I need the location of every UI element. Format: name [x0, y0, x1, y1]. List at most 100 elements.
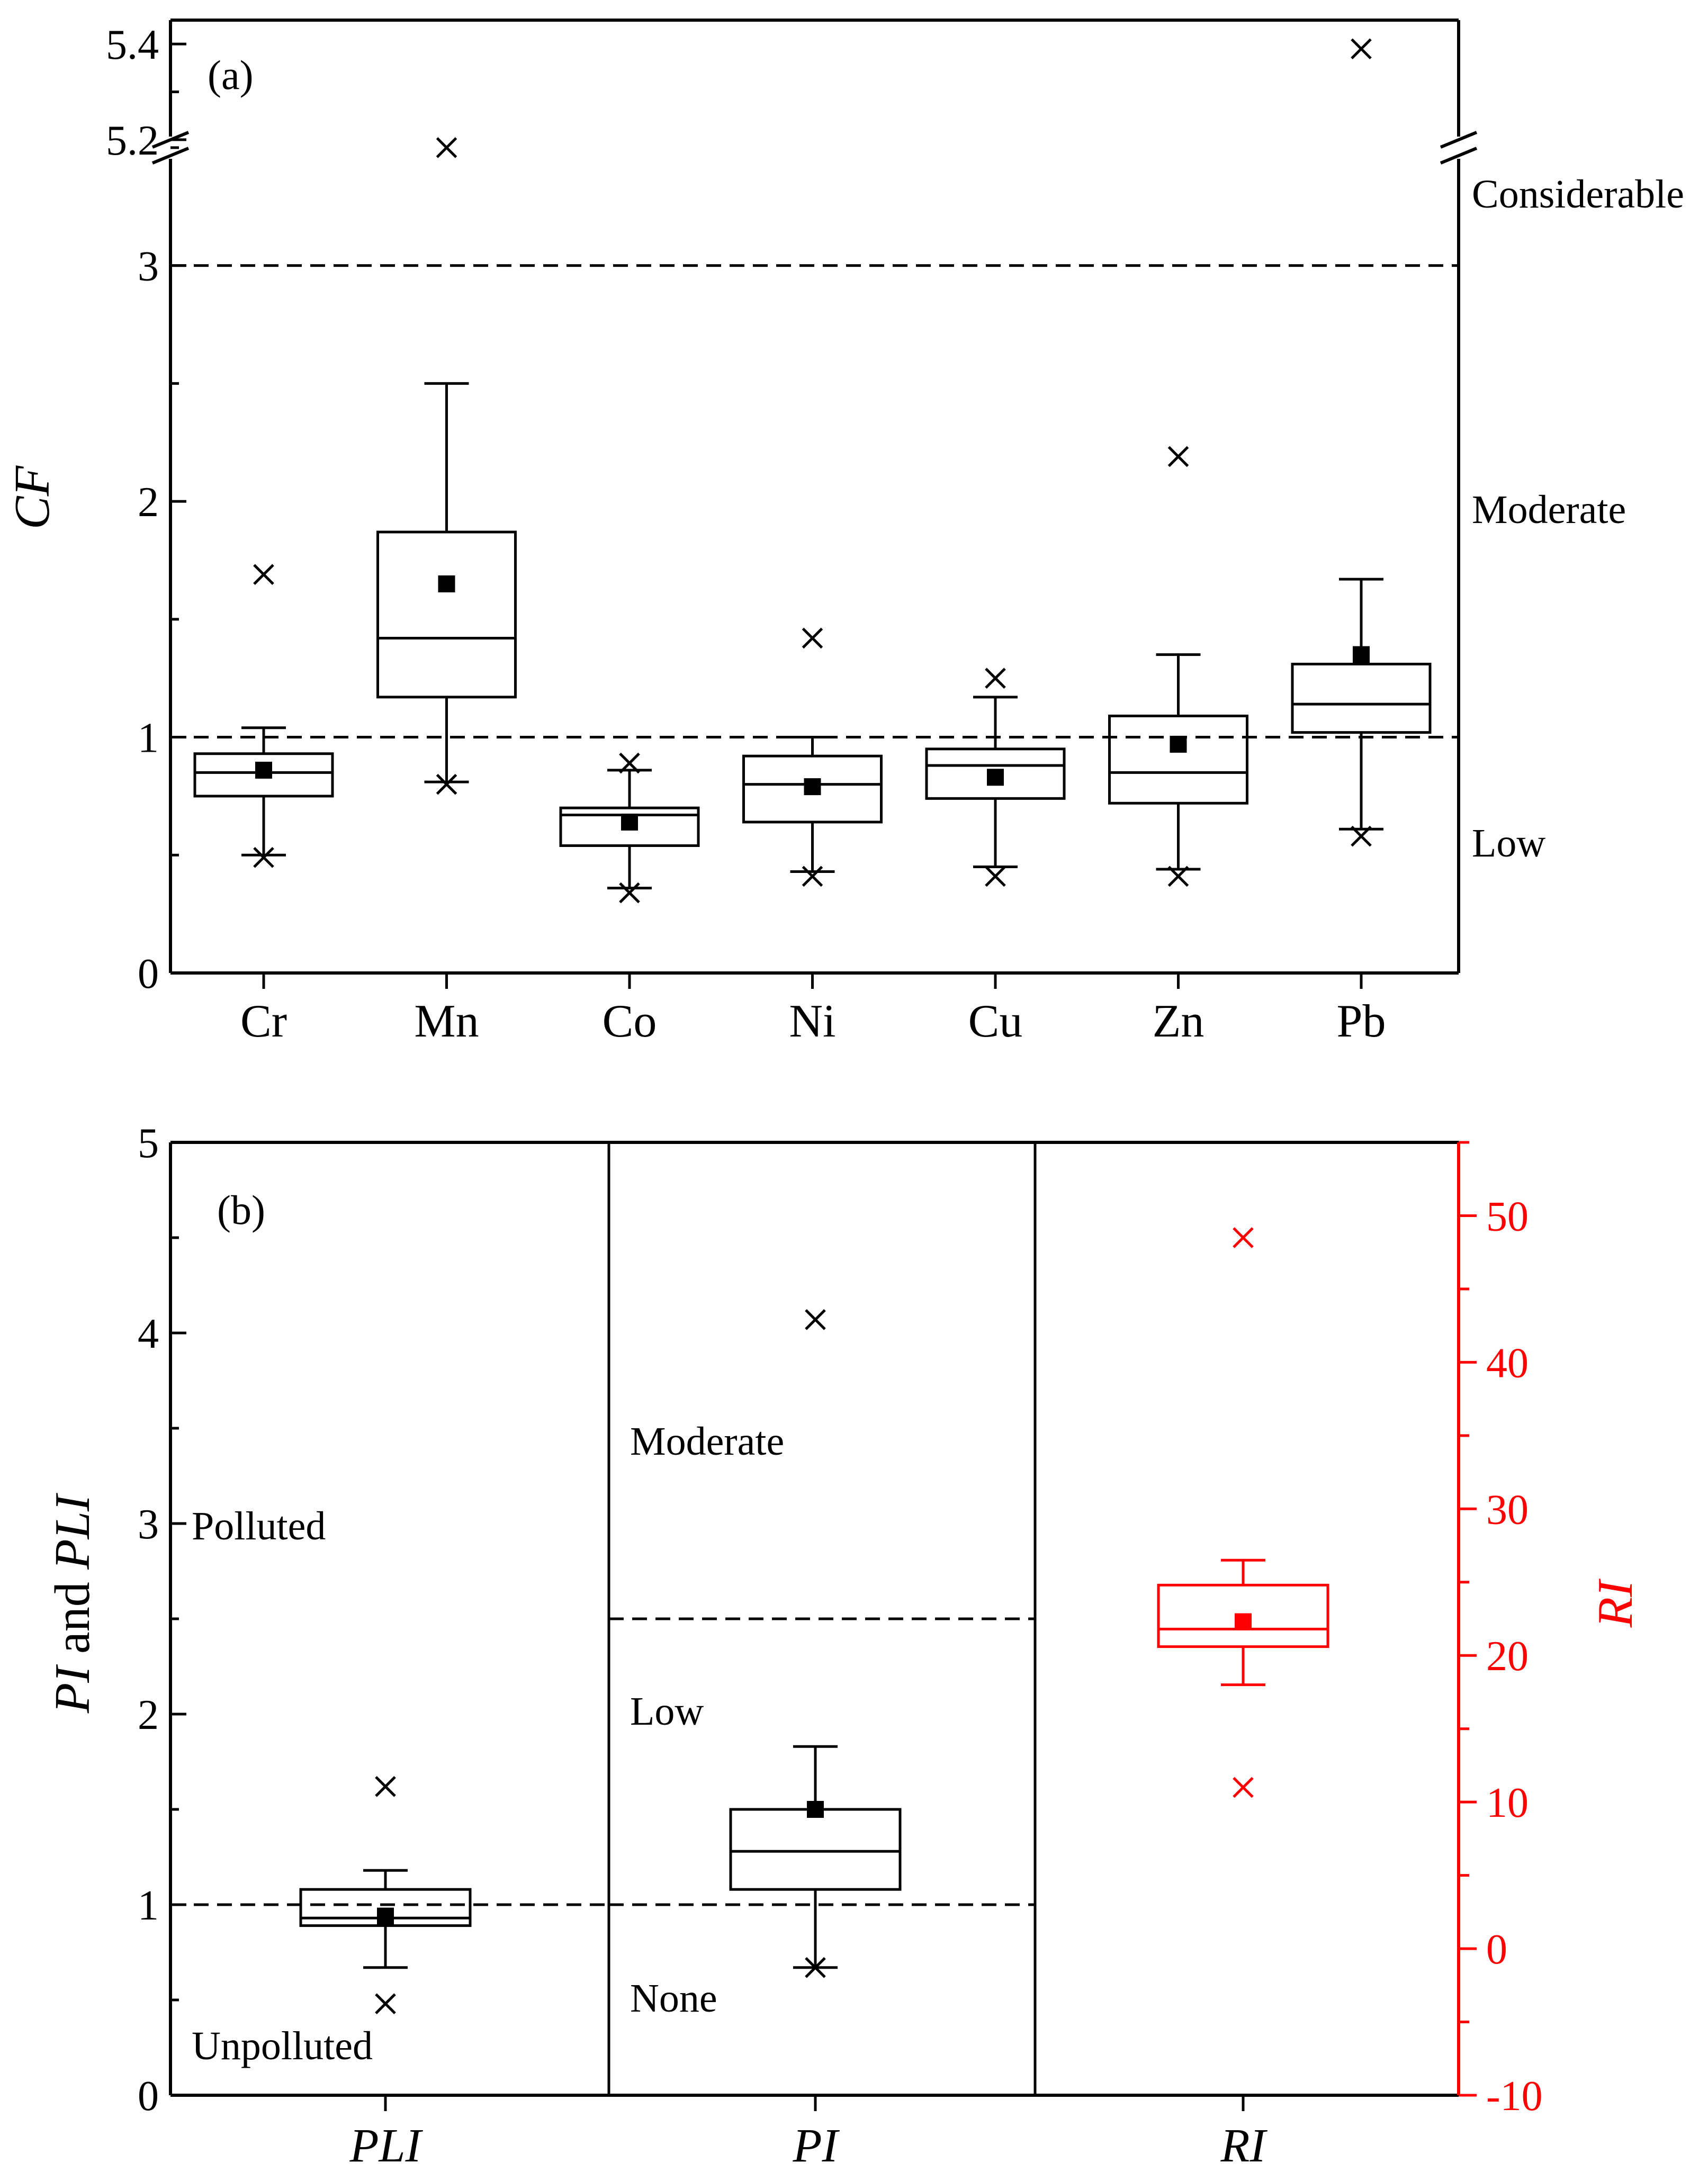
zone-label-low: Low: [1472, 821, 1545, 866]
axis-break-right: [1440, 131, 1478, 165]
mean-marker: [987, 769, 1004, 786]
min-marker: [436, 773, 457, 795]
iqr-box: [299, 1888, 472, 1927]
box-ni: [742, 627, 883, 887]
min-marker: [1233, 1777, 1254, 1798]
box-series: [193, 38, 1432, 904]
max-marker-stroke-b: [1351, 38, 1372, 59]
y-tick-label: 5: [138, 1120, 159, 1167]
y-tick-label: 5.4: [106, 22, 159, 68]
max-marker: [375, 1776, 396, 1797]
y-tick-label: 2: [138, 479, 159, 526]
min-marker-stroke-b: [375, 1993, 396, 2014]
box-co: [559, 752, 700, 904]
min-marker-stroke-b: [1233, 1777, 1254, 1798]
min-marker: [619, 882, 640, 904]
box-pb: [1291, 38, 1432, 847]
max-marker: [436, 137, 457, 158]
max-marker-stroke-b: [1233, 1227, 1254, 1248]
iqr-box: [1108, 714, 1248, 805]
max-marker: [805, 1309, 826, 1330]
mean-marker: [621, 813, 638, 831]
box-pi: [729, 1309, 902, 1978]
min-marker: [1167, 866, 1189, 887]
min-marker: [253, 846, 274, 868]
min-marker-stroke-b: [805, 1957, 826, 1978]
right-y-tick-label: 0: [1486, 1926, 1507, 1973]
max-marker: [1351, 38, 1372, 59]
box-cr: [193, 564, 334, 868]
y-tick-label: 0: [138, 951, 159, 997]
y-tick-label: 0: [138, 2073, 159, 2120]
box-series: [299, 1227, 1329, 2014]
min-marker: [802, 866, 823, 887]
min-marker-stroke-b: [436, 773, 457, 795]
min-marker: [375, 1993, 396, 2014]
max-marker-stroke-b: [1167, 446, 1189, 467]
right-y-axis-ticks: -10 0 10 20 30 40 50: [1459, 1141, 1543, 2120]
x-tick-label: Mn: [414, 996, 479, 1047]
left-y-axis-ticks: 0 1 2 3 4 5: [138, 1120, 186, 2120]
box-cu: [925, 668, 1066, 887]
max-marker-stroke-b: [253, 564, 274, 585]
zone-label-considerable: Considerable: [1472, 172, 1684, 217]
mean-marker: [1235, 1613, 1252, 1630]
mean-marker: [377, 1907, 394, 1925]
axis-break-stroke-b: [151, 147, 190, 165]
x-tick-label: PI: [793, 2120, 840, 2172]
mean-marker: [438, 575, 455, 592]
y-tick-label: 3: [138, 244, 159, 290]
max-marker: [253, 564, 274, 585]
min-marker-stroke-b: [619, 882, 640, 904]
min-marker-stroke-b: [985, 866, 1006, 887]
box-mn: [376, 137, 517, 795]
mean-marker: [1170, 735, 1187, 753]
mean-marker: [804, 778, 821, 796]
min-marker-stroke-b: [253, 846, 274, 868]
max-marker-stroke-b: [375, 1776, 396, 1797]
x-tick-label: Ni: [789, 996, 836, 1047]
mean-marker: [255, 761, 272, 779]
zone-label-none: None: [630, 1976, 717, 2021]
left-y-axis-title: PI and PLI: [45, 1493, 100, 1714]
y-tick-label: 5.2: [106, 118, 159, 164]
x-tick-label: Cu: [968, 996, 1023, 1047]
panel-a: 0 1 2 3 5.2 5.4 Cr Mn Co Ni Cu Zn Pb (a) CF Conside…: [5, 19, 1684, 1047]
y-title-and: and: [45, 1570, 100, 1666]
zone-label-unpolluted: Unpolluted: [192, 2024, 373, 2068]
box-zn: [1108, 446, 1248, 887]
reference-lines: [170, 264, 1459, 739]
mean-marker: [807, 1801, 824, 1818]
x-tick-label: Co: [603, 996, 657, 1047]
zone-label-polluted: Polluted: [192, 1504, 326, 1548]
max-marker-stroke-b: [436, 137, 457, 158]
min-marker: [805, 1957, 826, 1978]
iqr-box: [559, 806, 700, 847]
min-marker: [985, 866, 1006, 887]
zone-label-moderate: Moderate: [630, 1419, 784, 1464]
max-marker: [985, 668, 1006, 689]
y-axis-ticks: 0 1 2 3 5.2 5.4: [106, 22, 186, 997]
y-title-pi: PI: [45, 1664, 100, 1714]
iqr-box: [376, 530, 517, 699]
iqr-box: [742, 754, 883, 824]
axes-frame: [151, 19, 1478, 975]
panel-label: (b): [217, 1187, 265, 1233]
right-y-tick-label: 40: [1486, 1340, 1529, 1386]
axis-break-stroke-b: [1440, 147, 1478, 165]
zone-label-moderate: Moderate: [1472, 488, 1626, 532]
y-tick-label: 1: [138, 715, 159, 762]
box-ri: [1157, 1227, 1329, 1798]
max-marker-stroke-b: [805, 1309, 826, 1330]
max-marker: [1167, 446, 1189, 467]
x-axis-ticks: Cr Mn Co Ni Cu Zn Pb: [240, 973, 1386, 1047]
iqr-box: [193, 752, 334, 798]
y-tick-label: 3: [138, 1501, 159, 1548]
right-y-tick-label: 50: [1486, 1193, 1529, 1240]
max-marker: [619, 752, 640, 774]
iqr-box: [1157, 1583, 1329, 1648]
x-tick-label: Zn: [1153, 996, 1204, 1047]
y-axis-title: CF: [5, 465, 60, 529]
x-tick-label: Cr: [240, 996, 287, 1047]
x-tick-label: Pb: [1337, 996, 1386, 1047]
